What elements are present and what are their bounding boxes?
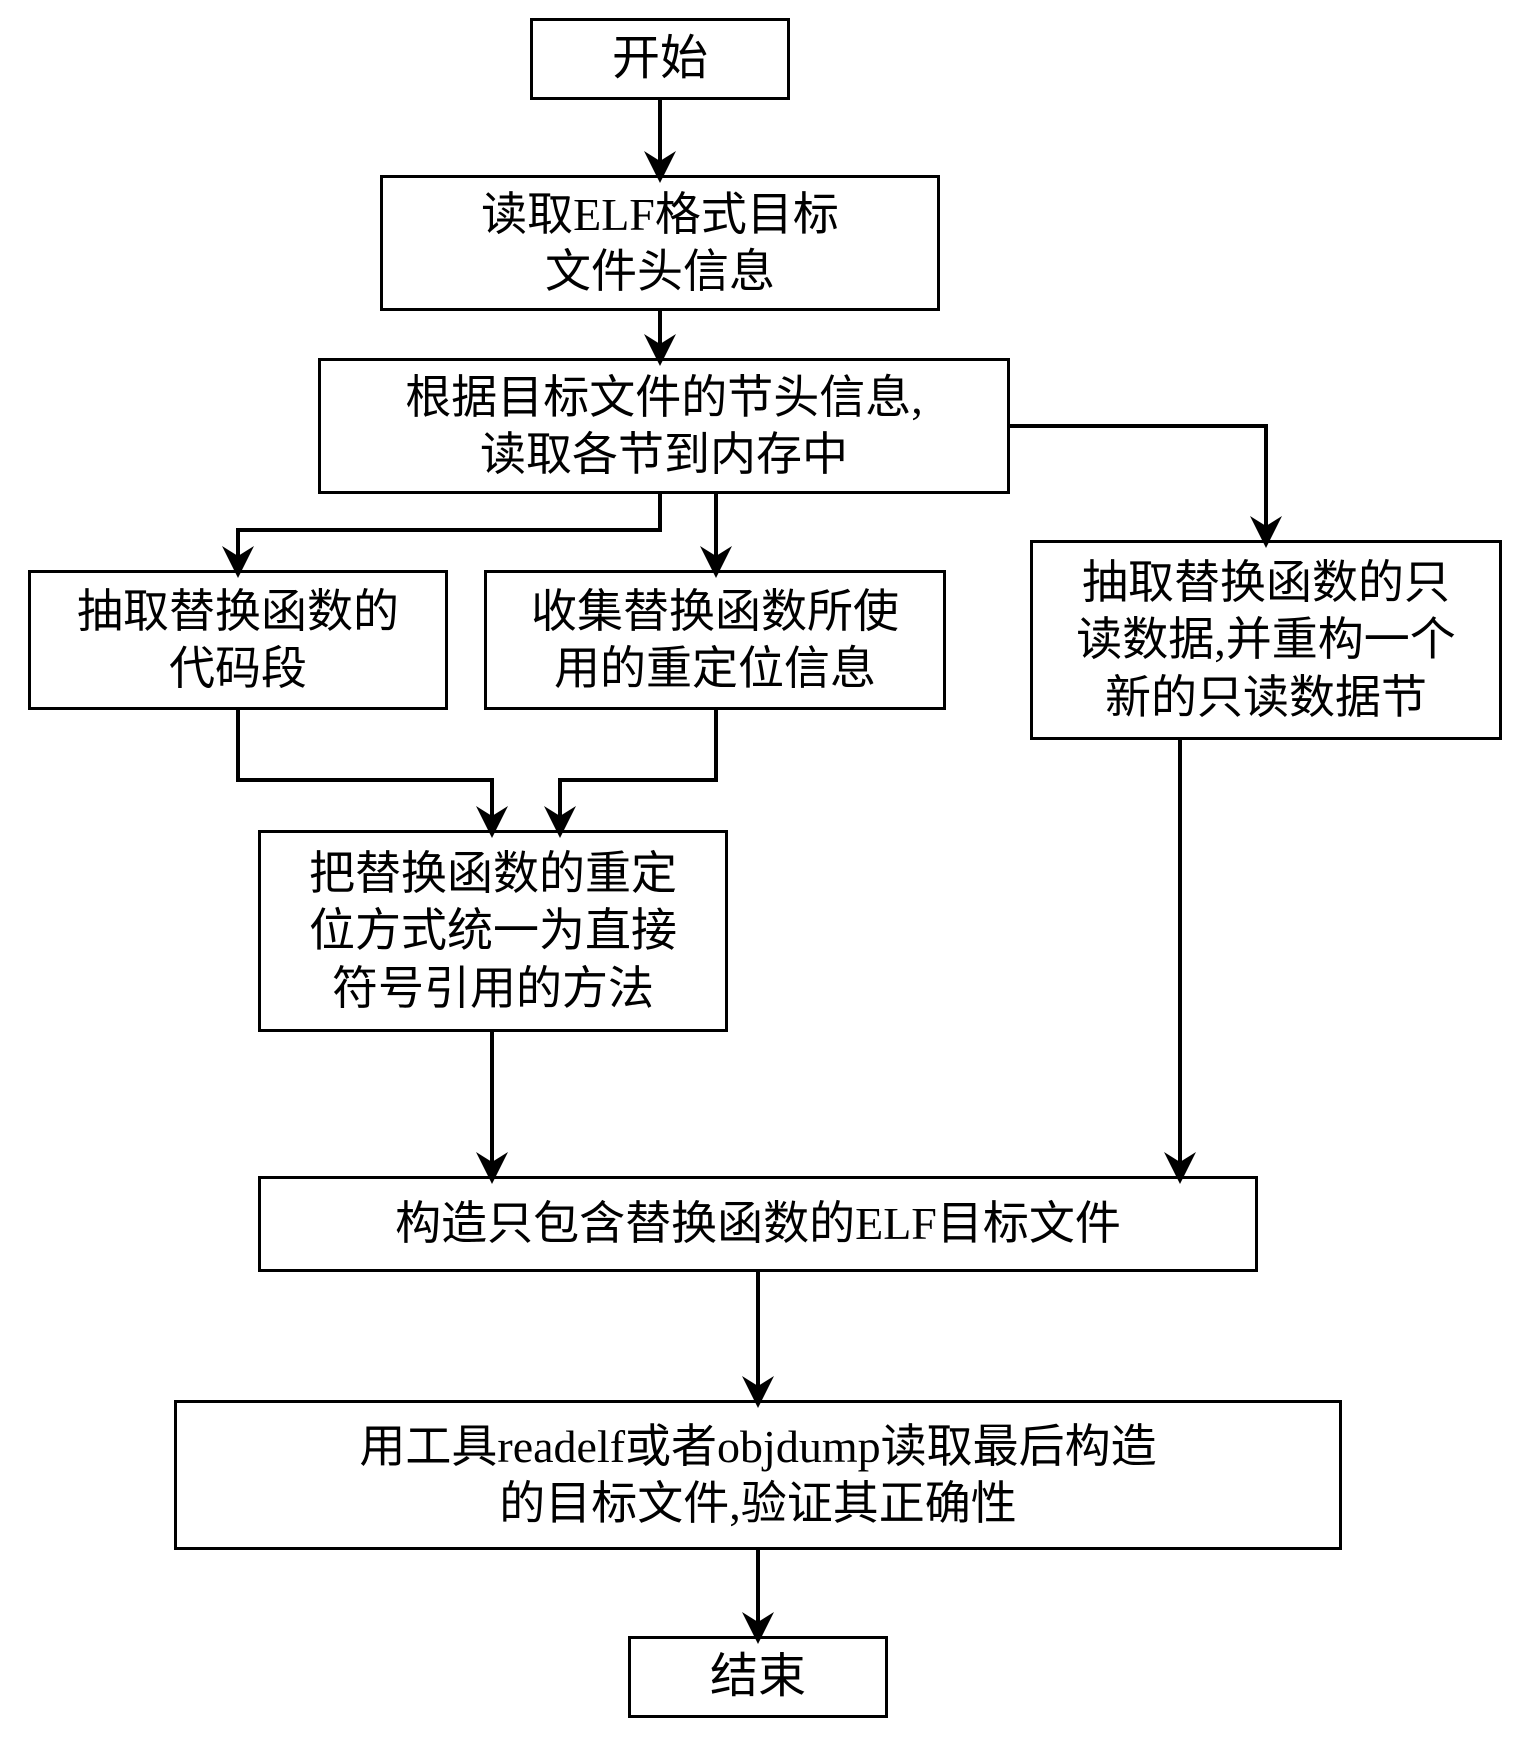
start-node: 开始 bbox=[530, 18, 790, 100]
unify-reloc-label: 把替换函数的重定位方式统一为直接符号引用的方法 bbox=[309, 845, 677, 1018]
collect-reloc-node: 收集替换函数所使用的重定位信息 bbox=[484, 570, 946, 710]
verify-label: 用工具readelf或者objdump读取最后构造的目标文件,验证其正确性 bbox=[359, 1418, 1156, 1533]
edge-read_sect-to-extract_ro bbox=[1010, 426, 1266, 540]
build-elf-label: 构造只包含替换函数的ELF目标文件 bbox=[395, 1195, 1121, 1253]
read-elf-label: 读取ELF格式目标文件头信息 bbox=[481, 186, 839, 301]
end-node: 结束 bbox=[628, 1636, 888, 1718]
read-elf-node: 读取ELF格式目标文件头信息 bbox=[380, 175, 940, 311]
extract-rodata-node: 抽取替换函数的只读数据,并重构一个新的只读数据节 bbox=[1030, 540, 1502, 740]
extract-code-node: 抽取替换函数的代码段 bbox=[28, 570, 448, 710]
unify-reloc-node: 把替换函数的重定位方式统一为直接符号引用的方法 bbox=[258, 830, 728, 1032]
edge-read_sect-to-extract_code bbox=[238, 494, 660, 570]
build-elf-node: 构造只包含替换函数的ELF目标文件 bbox=[258, 1176, 1258, 1272]
end-label: 结束 bbox=[710, 1647, 806, 1707]
collect-reloc-label: 收集替换函数所使用的重定位信息 bbox=[531, 583, 899, 698]
extract-code-label: 抽取替换函数的代码段 bbox=[77, 583, 399, 698]
read-sections-label: 根据目标文件的节头信息,读取各节到内存中 bbox=[405, 369, 923, 484]
edge-extract_code-to-unify_reloc bbox=[238, 710, 492, 830]
edge-collect_reloc-to-unify_reloc bbox=[560, 710, 716, 830]
extract-rodata-label: 抽取替换函数的只读数据,并重构一个新的只读数据节 bbox=[1076, 554, 1456, 727]
read-sections-node: 根据目标文件的节头信息,读取各节到内存中 bbox=[318, 358, 1010, 494]
start-label: 开始 bbox=[612, 29, 708, 89]
verify-node: 用工具readelf或者objdump读取最后构造的目标文件,验证其正确性 bbox=[174, 1400, 1342, 1550]
